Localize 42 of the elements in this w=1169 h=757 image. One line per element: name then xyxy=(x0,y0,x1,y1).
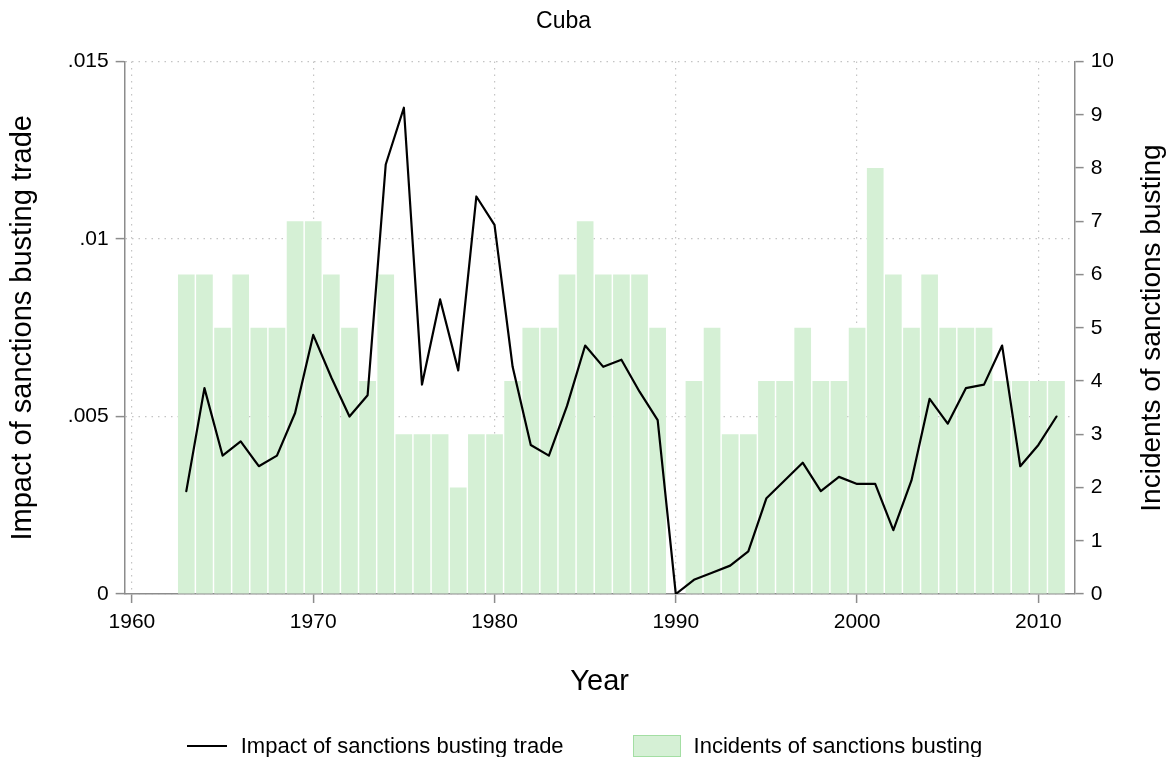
y2-tick-label: 7 xyxy=(1090,208,1103,232)
bar xyxy=(413,434,431,594)
bar xyxy=(685,381,703,594)
y2-tick-label: 9 xyxy=(1090,101,1103,125)
bar xyxy=(975,327,993,594)
y2-tick-label: 0 xyxy=(1090,580,1103,604)
y2-tick-label: 6 xyxy=(1090,261,1103,285)
bar xyxy=(576,221,594,594)
bar xyxy=(957,327,975,594)
bar xyxy=(830,381,848,594)
x-tick-label: 1960 xyxy=(108,609,156,633)
x-tick-label: 2010 xyxy=(1015,609,1062,633)
y-tick-label: .005 xyxy=(67,403,109,427)
x-tick-label: 1990 xyxy=(652,609,700,633)
y2-tick-label: 8 xyxy=(1090,154,1103,178)
x-tick-label: 1980 xyxy=(471,609,518,633)
y-tick-label: 0 xyxy=(96,580,109,604)
y-axis-title: Impact of sanctions busting trade xyxy=(5,115,38,541)
y2-axis-title: Incidents of sanctions busting xyxy=(1135,144,1167,512)
x-axis-title: Year xyxy=(570,663,630,696)
x-tick-label: 1970 xyxy=(289,609,337,633)
bar xyxy=(286,221,304,594)
bar xyxy=(268,327,286,594)
y-tick-label: .015 xyxy=(67,48,109,72)
legend-label: Impact of sanctions busting trade xyxy=(240,733,564,757)
legend-label: Incidents of sanctions busting xyxy=(693,733,983,757)
x-tick-label: 2000 xyxy=(833,609,881,633)
y2-tick-label: 10 xyxy=(1090,48,1114,72)
y2-tick-label: 5 xyxy=(1090,314,1103,338)
bar xyxy=(703,327,721,594)
bar xyxy=(540,327,558,594)
y-tick-label: .01 xyxy=(79,225,109,249)
bar xyxy=(558,274,576,594)
y2-tick-label: 1 xyxy=(1090,527,1103,551)
y2-tick-label: 4 xyxy=(1090,367,1103,391)
bar xyxy=(848,327,866,594)
chart-title: Cuba xyxy=(536,7,592,34)
bar xyxy=(395,434,413,594)
y2-tick-label: 3 xyxy=(1090,421,1103,445)
bar xyxy=(993,381,1011,594)
y2-tick-label: 2 xyxy=(1090,474,1103,498)
bar xyxy=(431,434,449,594)
